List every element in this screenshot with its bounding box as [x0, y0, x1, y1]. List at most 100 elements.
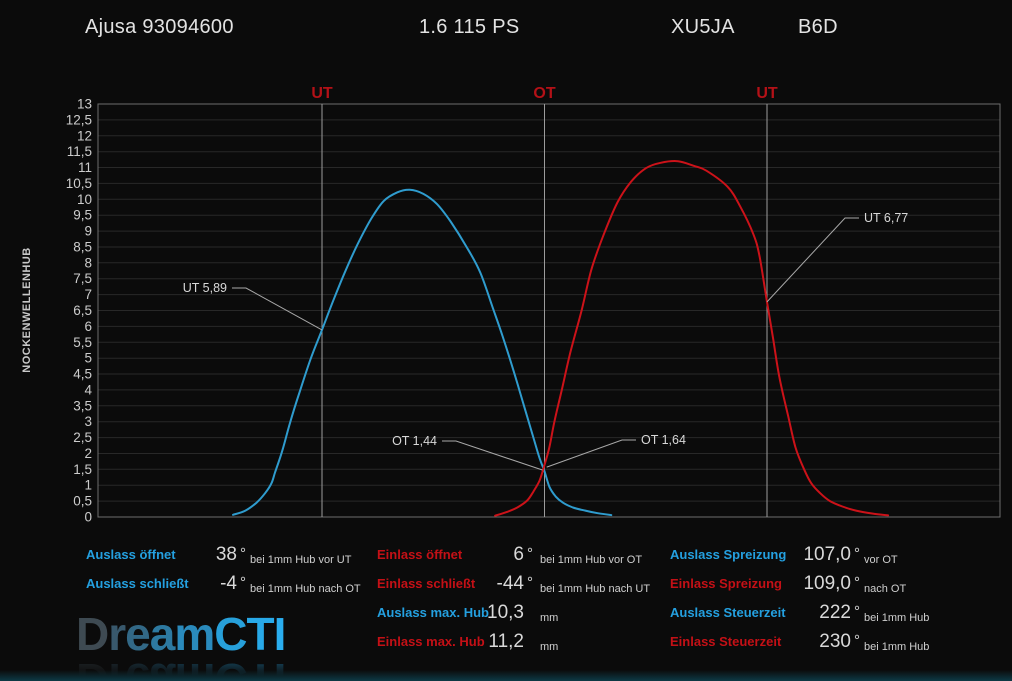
table-unit: mm: [540, 612, 559, 624]
degree-symbol: °: [240, 545, 246, 562]
table-value: 10,3: [487, 602, 524, 623]
degree-symbol: °: [527, 574, 533, 591]
logo-letter: T: [246, 608, 274, 660]
y-tick-label: 13: [77, 97, 92, 112]
table-unit: bei 1mm Hub vor UT: [250, 554, 352, 566]
y-tick-label: 3,5: [73, 398, 92, 413]
dead-center-label: UT: [311, 85, 333, 102]
y-tick-label: 11: [78, 160, 92, 175]
table-label: Einlass Spreizung: [670, 576, 782, 591]
table-value: 222: [819, 602, 851, 623]
degree-symbol: °: [854, 632, 860, 649]
table-unit: bei 1mm Hub nach UT: [540, 583, 651, 595]
gridlines: [98, 103, 1000, 518]
y-tick-label: 5: [84, 351, 92, 366]
logo-letter: I: [273, 608, 287, 660]
table-value: 6: [513, 544, 524, 565]
degree-symbol: °: [854, 545, 860, 562]
cam-timing-chart: UT OT UT1312,51211,51110,5109,598,587,576,…: [21, 85, 1001, 525]
y-tick-label: 9,5: [73, 208, 92, 223]
engine-code: XU5JA: [671, 16, 735, 38]
logo-letter: a: [149, 608, 176, 660]
table-unit: mm: [540, 641, 559, 653]
y-tick-label: 2,5: [73, 430, 92, 445]
engine-spec: 1.6 115 PS: [419, 16, 520, 38]
y-tick-label: 8,5: [73, 240, 92, 255]
annotation-leader-line: [546, 439, 636, 468]
table-label: Auslass Steuerzeit: [670, 605, 786, 620]
table-label: Auslass Spreizung: [670, 547, 787, 562]
y-tick-label: 12,5: [66, 112, 92, 127]
y-tick-label: 4: [84, 382, 92, 397]
plot-border: [97, 103, 1001, 518]
annotation-leader-line: [766, 217, 859, 303]
dead-center-label: OT: [533, 85, 555, 102]
logo-letter: e: [125, 608, 151, 660]
y-tick-label: 2: [84, 446, 92, 461]
annotation-label: OT 1,44: [392, 434, 437, 448]
annotation-label: UT 5,89: [183, 281, 227, 295]
table-label: Einlass schließt: [377, 576, 476, 591]
logo-letter: D: [76, 608, 109, 660]
y-tick-label: 8: [84, 255, 92, 270]
y-tick-labels: 1312,51211,51110,5109,598,587,576,565,55…: [66, 97, 93, 525]
table-label: Einlass max. Hub: [377, 634, 485, 649]
table-unit: vor OT: [864, 554, 898, 566]
y-tick-label: 7: [84, 287, 92, 302]
y-tick-label: 7,5: [73, 271, 92, 286]
dead-center-label: UT: [756, 85, 778, 102]
table-value: 230: [819, 631, 851, 652]
table-value: 38: [215, 544, 237, 565]
y-tick-label: 10: [77, 192, 92, 207]
degree-symbol: °: [854, 603, 860, 620]
degree-symbol: °: [240, 574, 246, 591]
table-value: -44: [496, 573, 524, 594]
y-tick-label: 3: [84, 414, 92, 429]
annotation-leader-line: [442, 440, 543, 471]
logo-letter: C: [214, 608, 247, 660]
y-tick-label: 6: [84, 319, 92, 334]
y-tick-label: 4,5: [73, 367, 92, 382]
part-number: Ajusa 93094600: [85, 16, 234, 38]
table-value: 107,0: [803, 544, 851, 565]
table-unit: bei 1mm Hub vor OT: [540, 554, 643, 566]
annotations: UT 5,89 OT 1,44 OT 1,64 UT 6,77: [183, 211, 908, 471]
table-unit: bei 1mm Hub: [864, 641, 930, 653]
y-tick-label: 1: [84, 478, 92, 493]
y-tick-label: 9: [84, 224, 92, 239]
table-value: 109,0: [803, 573, 851, 594]
y-tick-label: 6,5: [73, 303, 92, 318]
y-tick-label: 11,5: [67, 144, 92, 159]
y-tick-label: 5,5: [73, 335, 92, 350]
cam-code: B6D: [798, 16, 838, 38]
table-unit: bei 1mm Hub: [864, 612, 930, 624]
exhaust-lift-curve: [232, 188, 613, 517]
degree-symbol: °: [527, 545, 533, 562]
table-value: -4: [220, 573, 237, 594]
y-tick-label: 1,5: [73, 462, 92, 477]
dead-center-markers: UT OT UT: [311, 85, 778, 517]
table-label: Auslass max. Hub: [377, 605, 489, 620]
table-label: Einlass Steuerzeit: [670, 634, 782, 649]
table-label: Auslass öffnet: [86, 547, 176, 562]
y-tick-label: 0,5: [73, 494, 92, 509]
bottom-accent-bar: [0, 670, 1012, 681]
y-tick-label: 10,5: [66, 176, 92, 191]
table-unit: nach OT: [864, 583, 907, 595]
degree-symbol: °: [854, 574, 860, 591]
logo-letter: r: [108, 608, 126, 660]
logo-letter: m: [174, 608, 215, 660]
y-tick-label: 0: [84, 510, 92, 525]
y-tick-label: 12: [77, 128, 92, 143]
table-label: Einlass öffnet: [377, 547, 463, 562]
intake-lift-curve: [494, 160, 890, 517]
table-unit: bei 1mm Hub nach OT: [250, 583, 361, 595]
annotation-label: OT 1,64: [641, 433, 686, 447]
annotation-label: UT 6,77: [864, 211, 908, 225]
table-value: 11,2: [488, 631, 524, 652]
dreamcti-logo: DreamCTI: [76, 608, 287, 660]
annotation-leader-line: [232, 287, 323, 331]
y-axis-label: NOCKENWELLENHUB: [21, 247, 33, 372]
table-label: Auslass schließt: [86, 576, 189, 591]
